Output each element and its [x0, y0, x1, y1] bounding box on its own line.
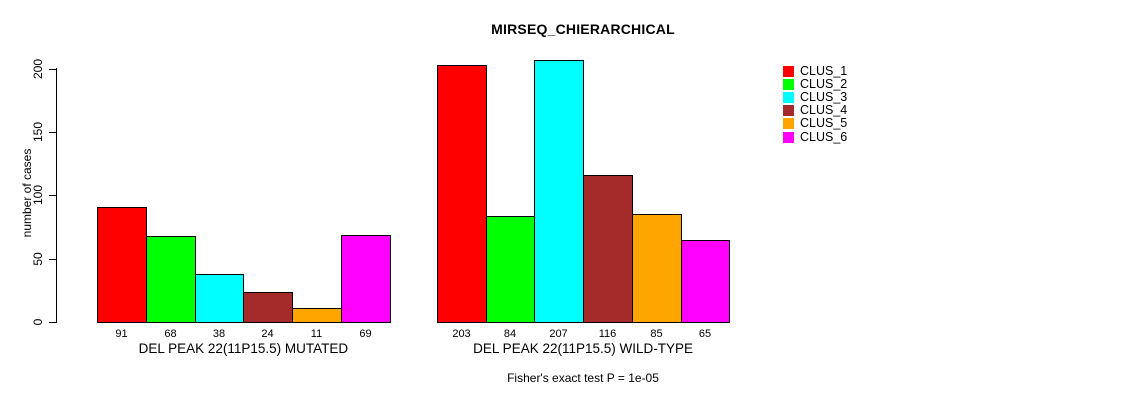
bar-value-label: 68: [164, 328, 177, 340]
y-axis-tick: [49, 69, 57, 70]
legend-swatch-icon: [783, 79, 794, 91]
y-axis-tick-label: 150: [31, 121, 45, 143]
bar: [341, 235, 391, 323]
bar: [632, 214, 682, 323]
y-axis-tick: [49, 322, 57, 323]
legend-label: CLUS_3: [800, 90, 848, 105]
legend-label: CLUS_2: [800, 77, 848, 92]
y-axis-tick: [49, 132, 57, 133]
y-axis-tick-label: 100: [31, 184, 45, 206]
y-axis-tick-label: 0: [31, 318, 45, 326]
chart-title: MIRSEQ_CHIERARCHICAL: [491, 21, 675, 37]
bar-value-label: 84: [503, 328, 517, 340]
bar: [486, 216, 535, 323]
group-label: DEL PEAK 22(11P15.5) WILD-TYPE: [473, 341, 694, 356]
bar-value-label: 116: [598, 328, 617, 340]
legend-label: CLUS_6: [800, 129, 848, 144]
bar: [437, 65, 487, 323]
legend-swatch-icon: [783, 92, 794, 104]
annotation-text: Fisher's exact test P = 1e-05: [507, 371, 659, 385]
legend-label: CLUS_1: [800, 64, 848, 78]
legend-row: CLUS_6: [783, 129, 848, 144]
legend-row: CLUS_4: [783, 103, 848, 118]
bar: [292, 308, 342, 323]
legend-swatch-icon: [783, 131, 794, 143]
legend-row: CLUS_3: [783, 90, 848, 105]
y-axis-tick-label: 50: [31, 252, 45, 266]
group-label: DEL PEAK 22(11P15.5) MUTATED: [138, 341, 349, 356]
bar: [97, 207, 147, 323]
bar-value-label: 11: [310, 328, 323, 340]
y-axis-tick: [49, 195, 57, 196]
bar-value-label: 69: [359, 328, 372, 340]
legend-label: CLUS_4: [800, 103, 848, 118]
bar-value-label: 207: [549, 328, 568, 340]
legend-swatch-icon: [783, 118, 794, 130]
legend-swatch-icon: [783, 105, 794, 117]
legend-swatch-icon: [783, 66, 794, 77]
bar: [583, 175, 633, 323]
bar-value-label: 65: [698, 328, 712, 340]
bar-value-label: 38: [212, 328, 226, 340]
y-axis-tick: [49, 259, 57, 260]
bar: [243, 292, 293, 323]
bar: [681, 240, 730, 323]
legend-label: CLUS_5: [800, 116, 848, 131]
y-axis-tick-label: 200: [31, 58, 45, 80]
bar-value-label: 203: [452, 328, 471, 340]
bar: [534, 60, 584, 323]
legend-row: CLUS_1: [783, 64, 848, 78]
bar-value-label: 91: [115, 328, 128, 340]
legend-row: CLUS_2: [783, 77, 848, 92]
bar-value-label: 85: [650, 328, 663, 340]
bar: [146, 236, 196, 323]
legend-row: CLUS_5: [783, 116, 848, 131]
bar: [195, 274, 244, 323]
bar-value-label: 24: [261, 328, 274, 340]
